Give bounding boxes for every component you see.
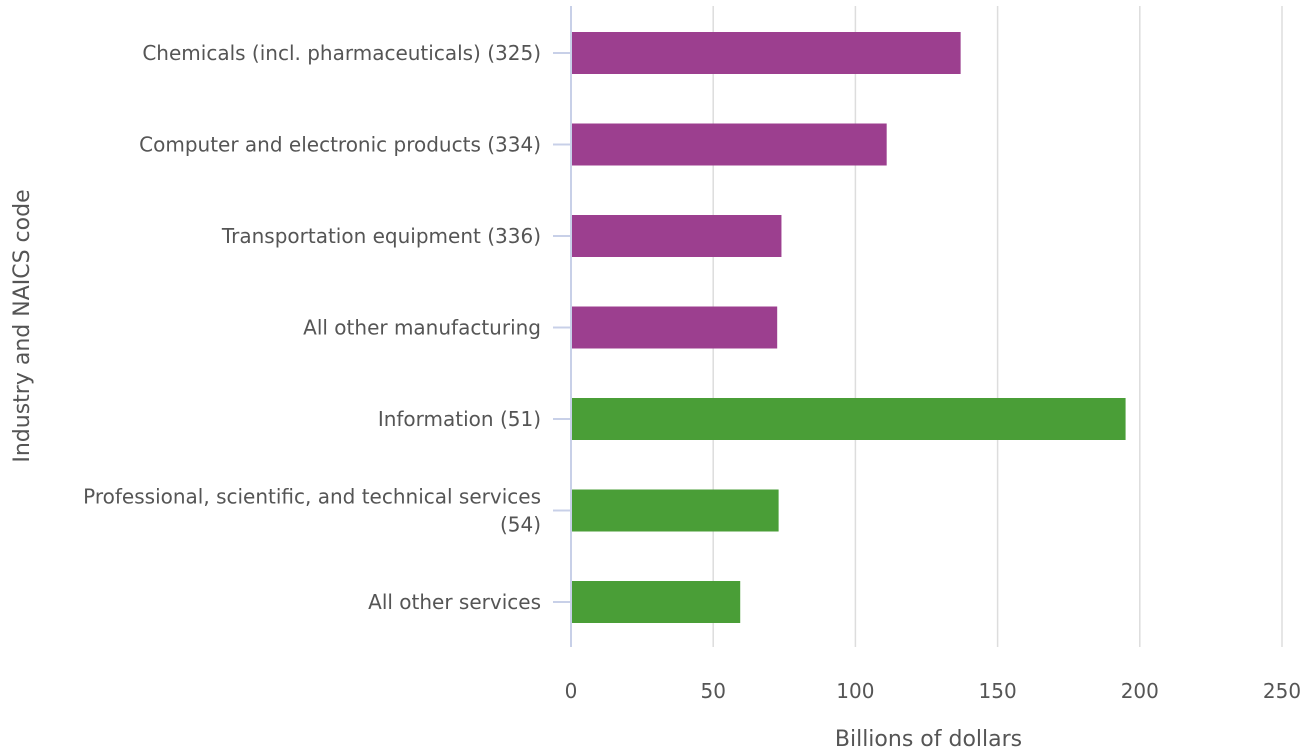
- bar: [571, 398, 1126, 440]
- category-labels: Chemicals (incl. pharmaceuticals) (325) C…: [83, 41, 541, 614]
- y-axis-title: Industry and NAICS code: [10, 189, 35, 462]
- bar: [571, 581, 741, 623]
- category-label: Chemicals (incl. pharmaceuticals) (325): [142, 41, 541, 65]
- x-tick-label: 50: [700, 679, 725, 703]
- category-label: Transportation equipment (336): [221, 224, 541, 248]
- bar: [571, 215, 782, 257]
- category-label: Information (51): [378, 407, 541, 431]
- x-tick-label: 200: [1121, 679, 1159, 703]
- x-axis-title: Billions of dollars: [835, 727, 1022, 752]
- bar: [571, 32, 961, 74]
- bar: [571, 123, 887, 166]
- x-tick-label: 100: [836, 679, 874, 703]
- category-label: (54): [500, 513, 541, 537]
- category-label: All other services: [368, 590, 541, 614]
- x-tick-label: 250: [1263, 679, 1301, 703]
- bar: [571, 489, 779, 532]
- bar: [571, 306, 778, 349]
- category-label: Professional, scientific, and technical …: [83, 485, 541, 509]
- category-label: Computer and electronic products (334): [139, 133, 541, 157]
- x-tick-label: 0: [565, 679, 578, 703]
- bars: [571, 32, 1126, 623]
- category-ticks: [553, 52, 571, 603]
- x-tick-label: 150: [979, 679, 1017, 703]
- x-tick-labels: 0 50 100 150 200 250: [565, 679, 1301, 703]
- gridlines: [712, 6, 1283, 647]
- category-label: All other manufacturing: [303, 316, 541, 340]
